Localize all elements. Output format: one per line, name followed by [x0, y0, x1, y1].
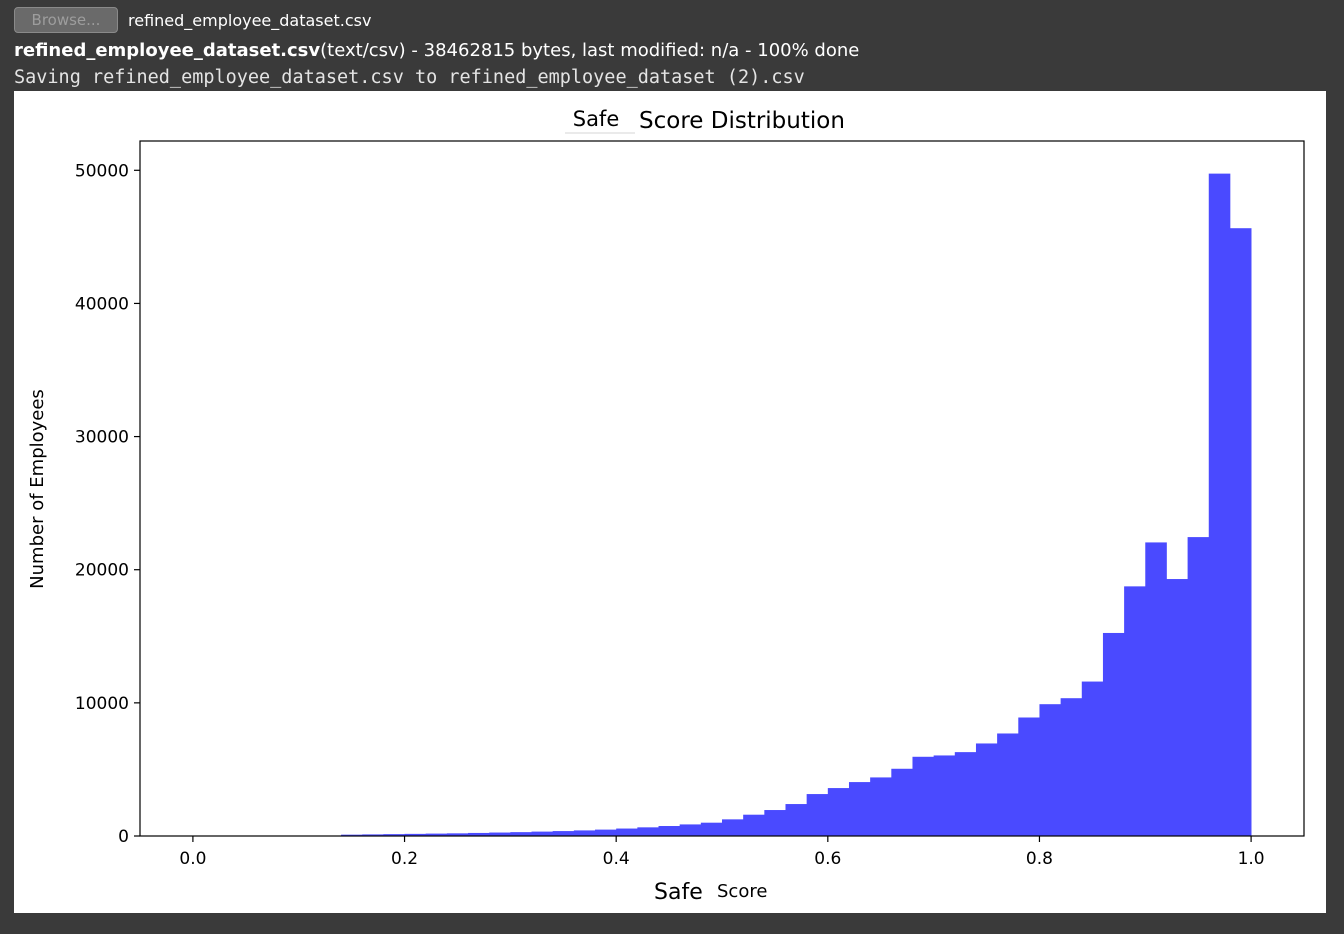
histogram-bar [1229, 228, 1252, 836]
histogram-bar [785, 804, 808, 836]
histogram-bar [404, 833, 427, 836]
chart-title: Score Distribution [639, 108, 845, 134]
histogram-bar [1018, 717, 1040, 836]
histogram-bar [637, 827, 659, 836]
histogram-bar [383, 834, 405, 836]
histogram-bar [1145, 542, 1167, 836]
chart-title-prefix: Safe [573, 107, 620, 131]
histogram-bar [848, 782, 871, 836]
y-tick-label: 0 [118, 827, 129, 847]
x-axis-label-prefix: Safe [654, 880, 703, 905]
histogram-bar [1039, 704, 1062, 836]
y-axis-label: Number of Employees [27, 389, 48, 589]
histogram-bar [595, 829, 617, 836]
uploaded-file-name: refined_employee_dataset.csv [14, 40, 321, 61]
histogram-bar [362, 834, 384, 836]
browse-button[interactable]: Browse... [14, 7, 118, 33]
histogram-bar [933, 755, 956, 836]
histogram-bar [1102, 632, 1125, 836]
histogram-bar [827, 788, 850, 836]
histogram-bar [1166, 579, 1188, 836]
histogram-bar [700, 822, 723, 836]
uploaded-file-details: (text/csv) - 38462815 bytes, last modifi… [320, 40, 860, 61]
histogram-bar [806, 794, 829, 836]
histogram-bar [954, 752, 977, 836]
x-tick-label: 0.0 [179, 849, 206, 869]
histogram-bar [425, 833, 448, 836]
saving-message: Saving refined_employee_dataset.csv to r… [14, 67, 805, 88]
histogram-bar [510, 832, 532, 836]
y-axis-ticks: 0 10000 20000 30000 40000 50000 [75, 161, 140, 847]
x-tick-label: 1.0 [1238, 849, 1265, 869]
histogram-bar [1208, 173, 1231, 836]
selected-file-name: refined_employee_dataset.csv [128, 10, 372, 30]
histogram-bar [870, 777, 892, 836]
histogram-bar [912, 756, 935, 836]
y-tick-label: 30000 [75, 428, 129, 448]
histogram-bar [468, 832, 490, 836]
histogram-bar [997, 733, 1019, 836]
histogram-bar [658, 826, 681, 836]
x-axis-label: Score [717, 881, 767, 902]
x-tick-label: 0.2 [391, 849, 418, 869]
cell-output-panel: 0 10000 20000 30000 40000 50000 0.0 0.2 0.4 0.6 0… [14, 91, 1326, 913]
histogram-bar [1124, 586, 1146, 836]
y-tick-label: 10000 [75, 694, 129, 714]
histogram-bar [573, 830, 596, 836]
file-upload-row: Browse... refined_employee_dataset.csv [14, 6, 371, 34]
histogram-bar [764, 810, 786, 836]
histogram-bar [489, 832, 511, 836]
y-tick-label: 50000 [75, 161, 129, 181]
x-tick-label: 0.4 [603, 849, 630, 869]
histogram-bars [341, 173, 1252, 836]
upload-status-line: refined_employee_dataset.csv(text/csv) -… [14, 40, 859, 61]
histogram-bar [446, 833, 469, 836]
histogram-bar [1081, 681, 1104, 836]
histogram-bar [1187, 537, 1210, 836]
histogram-bar [743, 814, 765, 836]
histogram-bar [1060, 698, 1083, 836]
y-tick-label: 40000 [75, 294, 129, 314]
x-tick-label: 0.8 [1026, 849, 1053, 869]
histogram-bar [341, 834, 363, 836]
histogram-bar [616, 828, 638, 836]
histogram-bar [679, 824, 702, 836]
plot-frame [139, 140, 1305, 837]
histogram-bar [722, 819, 744, 836]
histogram-bar [531, 831, 554, 836]
y-tick-label: 20000 [75, 561, 129, 581]
histogram-bar [891, 768, 913, 836]
histogram-bar [975, 743, 998, 836]
histogram-bar [552, 831, 575, 836]
x-axis-ticks: 0.0 0.2 0.4 0.6 0.8 1.0 [179, 836, 1265, 869]
x-tick-label: 0.6 [814, 849, 841, 869]
